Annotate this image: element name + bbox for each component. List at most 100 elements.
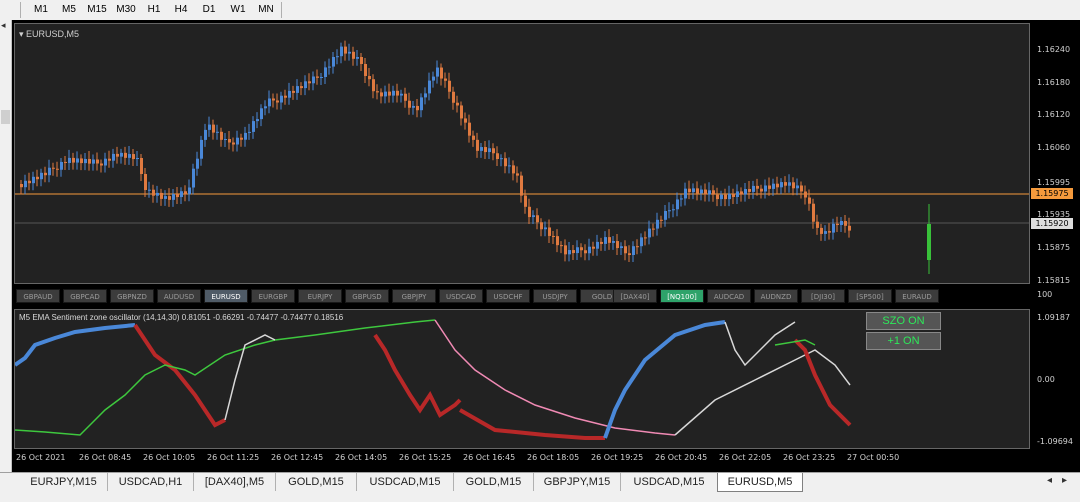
candle-body xyxy=(364,64,367,76)
dropdown-triangle-icon[interactable]: ▾ xyxy=(19,29,27,39)
candle-body xyxy=(308,81,311,84)
symbol-button-gbpusd[interactable]: GBPUSD xyxy=(345,289,389,303)
candle-body xyxy=(380,92,383,97)
candle-body xyxy=(388,91,391,96)
symbol-button-gbpaud[interactable]: GBPAUD xyxy=(16,289,60,303)
tf-h4-button[interactable]: H4 xyxy=(174,4,188,15)
osc-scale-label: 0.00 xyxy=(1037,375,1055,384)
tf-m30-button[interactable]: M30 xyxy=(116,4,136,15)
price-label: 1.16240 xyxy=(1037,45,1071,54)
chart-tab[interactable]: [DAX40],M5 xyxy=(194,473,276,491)
tf-m15-button[interactable]: M15 xyxy=(87,4,107,15)
candle-body xyxy=(616,241,619,249)
symbol-button-audusd[interactable]: AUDUSD xyxy=(157,289,201,303)
time-label: 26 Oct 18:05 xyxy=(527,453,580,462)
symbol-button-usdchf[interactable]: USDCHF xyxy=(486,289,530,303)
candle-body xyxy=(64,161,67,163)
symbol-button-gbpcad[interactable]: GBPCAD xyxy=(63,289,107,303)
candle-body xyxy=(640,237,643,247)
symbol-button-sp500[interactable]: [SP500] xyxy=(848,289,892,303)
time-label: 26 Oct 08:45 xyxy=(79,453,132,462)
chart-tab[interactable]: USDCAD,M15 xyxy=(357,473,454,491)
symbol-button-usdcad[interactable]: USDCAD xyxy=(439,289,483,303)
candle-body xyxy=(48,167,51,176)
candle-body xyxy=(636,246,639,248)
oscillator-panel[interactable] xyxy=(14,309,1030,449)
candle-body xyxy=(568,250,571,255)
symbol-button-audcad[interactable]: AUDCAD xyxy=(707,289,751,303)
tf-h1-button[interactable]: H1 xyxy=(147,4,161,15)
candle-body xyxy=(472,135,475,140)
candle-body xyxy=(80,158,83,164)
symbol-button-eurjpy[interactable]: EURJPY xyxy=(298,289,342,303)
main-price-panel[interactable] xyxy=(14,23,1030,284)
candle-body xyxy=(272,98,275,101)
candle-body xyxy=(280,95,283,103)
oscillator-blue-segment xyxy=(603,320,726,439)
candle-body xyxy=(252,121,255,132)
candle-body xyxy=(576,247,579,254)
candle-body xyxy=(104,158,107,166)
chart-tab[interactable]: GOLD,M15 xyxy=(276,473,357,491)
candle-body xyxy=(164,196,167,199)
candle-body xyxy=(704,189,707,195)
tf-d1-button[interactable]: D1 xyxy=(202,4,216,15)
scroll-thumb[interactable] xyxy=(1,110,10,124)
tf-m5-button[interactable]: M5 xyxy=(62,4,76,15)
chart-tab[interactable]: USDCAD,H1 xyxy=(108,473,194,491)
scroll-left-icon[interactable]: ◂ xyxy=(1047,475,1053,486)
time-label: 26 Oct 15:25 xyxy=(399,453,452,462)
candle-body xyxy=(444,78,447,81)
symbol-button-euraud[interactable]: EURAUD xyxy=(895,289,939,303)
oscillator-lines xyxy=(15,319,852,440)
candle-body xyxy=(508,165,511,167)
candle-body xyxy=(356,57,359,59)
candle-body xyxy=(36,176,39,180)
price-label: 1.15935 xyxy=(1037,210,1071,219)
chart-symbol-label[interactable]: ▾ EURUSD,M5 xyxy=(19,29,79,40)
oscillator-green-line xyxy=(774,339,816,346)
candle-body xyxy=(680,198,683,200)
oscillator-red-segment xyxy=(373,333,462,418)
chart-tab[interactable]: GBPJPY,M15 xyxy=(534,473,621,491)
candle-body xyxy=(188,187,191,195)
candle-body xyxy=(696,188,699,194)
candle-body xyxy=(276,100,279,103)
symbol-button-eurgbp[interactable]: EURGBP xyxy=(251,289,295,303)
symbol-button-eurusd[interactable]: EURUSD xyxy=(204,289,248,303)
candle-body xyxy=(52,167,55,169)
symbol-button-nq100[interactable]: [NQ100] xyxy=(660,289,704,303)
candle-body xyxy=(208,124,211,130)
left-scroll-strip[interactable]: ◂ xyxy=(0,20,12,472)
symbol-button-gbpjpy[interactable]: GBPJPY xyxy=(392,289,436,303)
symbol-button-gbpnzd[interactable]: GBPNZD xyxy=(110,289,154,303)
time-label: 26 Oct 16:45 xyxy=(463,453,516,462)
tf-mn-button[interactable]: MN xyxy=(258,4,274,15)
candle-body xyxy=(612,241,615,243)
scroll-left-icon[interactable]: ◂ xyxy=(1,20,6,30)
candle-body xyxy=(348,51,351,54)
symbol-button-dax40[interactable]: [DAX40] xyxy=(613,289,657,303)
symbol-button-usdjpy[interactable]: USDJPY xyxy=(533,289,577,303)
candle-body xyxy=(312,76,315,84)
tf-w1-button[interactable]: W1 xyxy=(230,4,246,15)
scroll-right-icon[interactable]: ▸ xyxy=(1062,475,1068,486)
chart-tab[interactable]: GOLD,M15 xyxy=(454,473,534,491)
symbol-button-dji30[interactable]: [DJI30] xyxy=(801,289,845,303)
candle-body xyxy=(152,189,155,196)
candle-body xyxy=(228,139,231,143)
price-label: 1.15995 xyxy=(1037,178,1071,187)
chart-tab-active[interactable]: EURUSD,M5 xyxy=(717,473,803,492)
candle-body xyxy=(840,221,843,225)
candle-body xyxy=(168,196,171,200)
osc-scale-label: 1.09187 xyxy=(1037,313,1071,322)
szo-toggle-button[interactable]: SZO ON xyxy=(866,312,941,330)
tf-m1-button[interactable]: M1 xyxy=(34,4,48,15)
symbol-button-audnzd[interactable]: AUDNZD xyxy=(754,289,798,303)
plus1-toggle-button[interactable]: +1 ON xyxy=(866,332,941,350)
candle-body xyxy=(260,108,263,120)
chart-tab[interactable]: EURJPY,M15 xyxy=(20,473,108,491)
candle-body xyxy=(600,241,603,244)
chart-tab[interactable]: USDCAD,M15 xyxy=(621,473,718,491)
candle-body xyxy=(748,189,751,192)
